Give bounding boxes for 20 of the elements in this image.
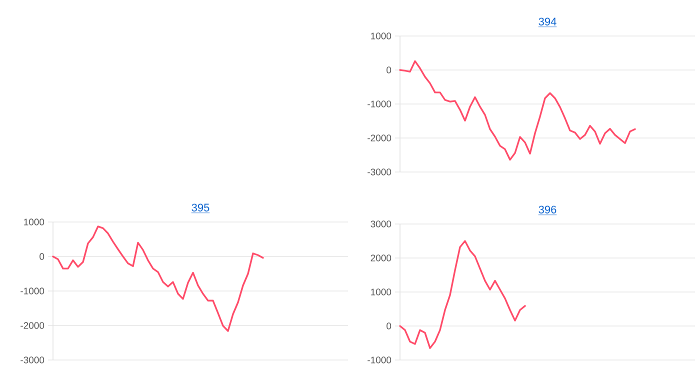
y-tick-label: -1000 <box>20 288 44 294</box>
chart-title: 395 <box>192 204 210 212</box>
y-tick-label: 0 <box>386 66 392 74</box>
y-tick-label: -1000 <box>368 100 392 108</box>
y-tick-label: -3000 <box>20 356 44 364</box>
y-tick-label: 2000 <box>370 254 392 262</box>
y-tick-label: -2000 <box>368 134 392 142</box>
y-tick-label: 3000 <box>370 220 392 228</box>
y-tick-label: -3000 <box>368 168 392 176</box>
y-tick-label: 1000 <box>371 32 392 40</box>
y-tick-label: 0 <box>40 253 44 260</box>
y-tick-label: -1000 <box>368 356 392 364</box>
y-tick-label: 1000 <box>24 218 44 226</box>
chart-title: 394 <box>538 18 556 26</box>
line-series <box>399 240 526 349</box>
line-series <box>52 226 264 332</box>
chart-title: 396 <box>538 206 556 214</box>
y-tick-label: -2000 <box>20 322 44 329</box>
y-tick-label: 1000 <box>371 288 392 296</box>
y-tick-label: 0 <box>386 322 392 330</box>
